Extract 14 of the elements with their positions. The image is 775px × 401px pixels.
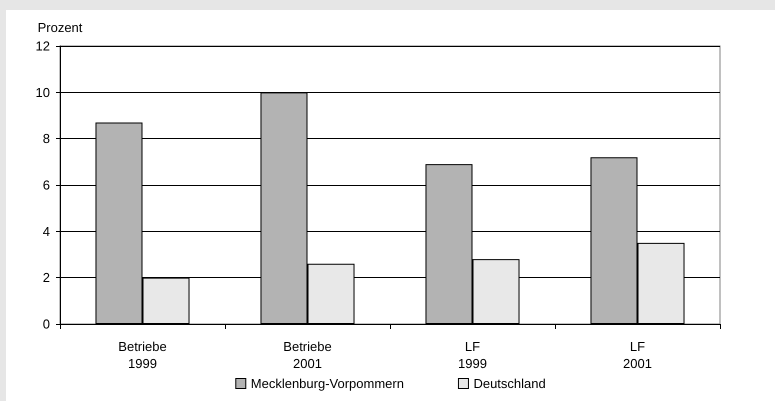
y-tick-label: 12 <box>36 38 50 54</box>
x-tick-label: LF 2001 <box>623 339 652 371</box>
y-axis-title: Prozent <box>38 20 83 35</box>
y-tick-label: 2 <box>42 270 50 286</box>
y-tick-label: 8 <box>42 131 50 146</box>
x-tick-label: Betriebe 1999 <box>118 339 167 371</box>
x-tick-label: LF 1999 <box>458 339 487 371</box>
y-tick-label: 6 <box>42 178 50 192</box>
y-tick-label: 10 <box>36 84 50 100</box>
y-tick-label: 0 <box>42 316 50 332</box>
x-tick-label: Betriebe 2001 <box>283 339 332 371</box>
y-tick-label: 4 <box>42 224 50 239</box>
legend-label: Deutschland <box>473 376 546 391</box>
legend-label: Mecklenburg-Vorpommern <box>250 376 404 391</box>
